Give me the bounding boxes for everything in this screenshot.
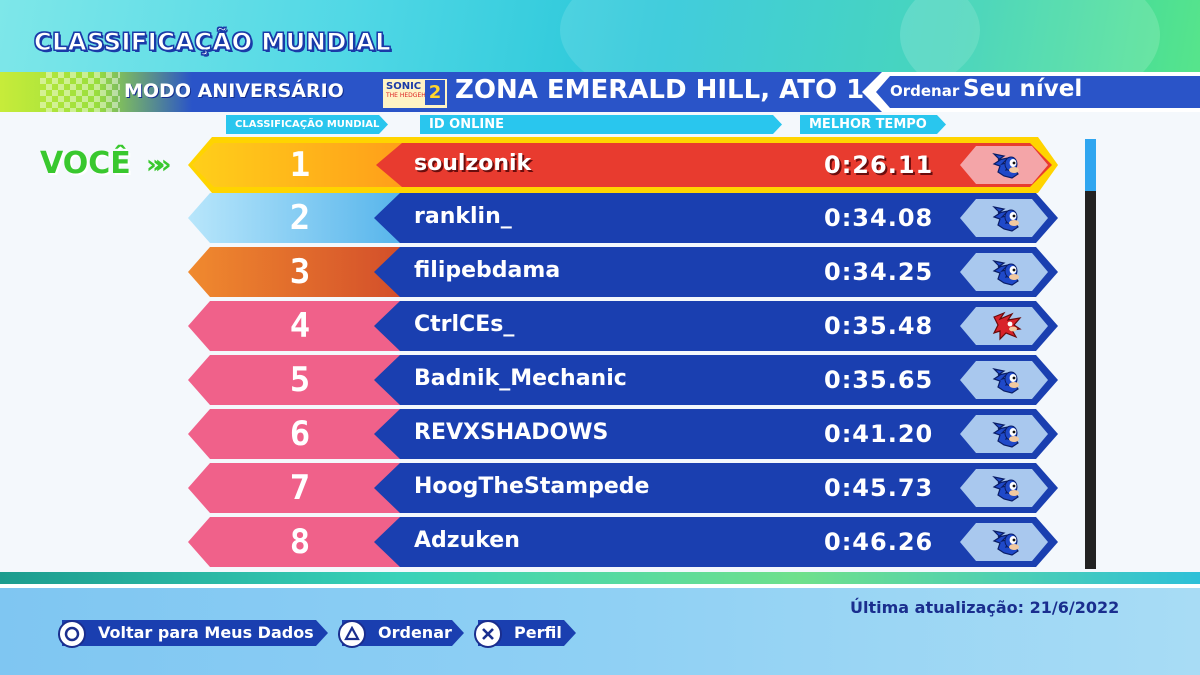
sort-selector[interactable] [862, 72, 1200, 112]
name-cell [374, 409, 1058, 459]
name-cell [374, 517, 1058, 567]
rank-number: 4 [289, 306, 311, 346]
best-time: 0:46.26 [824, 528, 934, 556]
leaderboard-row[interactable]: 1 soulzonik 0:26.11 [188, 140, 1058, 190]
column-header-best-time: MELHOR TEMPO [800, 115, 946, 134]
player-name: Badnik_Mechanic [414, 366, 627, 391]
page-title: CLASSIFICAÇÃO MUNDIAL [33, 28, 392, 57]
character-slot [960, 523, 1048, 561]
name-cell [374, 301, 1058, 351]
character-slot [960, 469, 1048, 507]
leaderboard-row[interactable]: 4 CtrlCEs_ 0:35.48 [188, 301, 1058, 351]
sonic-icon [990, 471, 1024, 505]
sonic-2-logo: SONIC THE HEDGEHOG 2 [381, 77, 449, 110]
leaderboard-row[interactable]: 3 filipebdama 0:34.25 [188, 247, 1058, 297]
character-slot [960, 253, 1048, 291]
footer-stripe [0, 572, 1200, 584]
rank-number: 1 [289, 145, 311, 185]
player-name: REVXSHADOWS [414, 420, 609, 445]
column-header-rank: CLASSIFICAÇÃO MUNDIAL [226, 115, 388, 134]
best-time: 0:34.25 [824, 258, 934, 286]
checker-pattern [40, 72, 120, 112]
sonic-icon [990, 255, 1024, 289]
best-time: 0:35.65 [824, 366, 934, 394]
scrollbar-track[interactable] [1085, 139, 1096, 569]
name-cell [374, 193, 1058, 243]
sort-label: Ordenar [890, 82, 960, 100]
player-name: soulzonik [414, 151, 532, 176]
sonic-icon [990, 417, 1024, 451]
character-slot [960, 199, 1048, 237]
best-time: 0:34.08 [824, 204, 934, 232]
logo-line-2: THE HEDGEHOG [386, 92, 436, 99]
last-update-text: Última atualização: 21/6/2022 [850, 598, 1120, 617]
best-time: 0:41.20 [824, 420, 934, 448]
you-label: VOCÊ [40, 146, 131, 181]
player-name: Adzuken [414, 528, 520, 553]
player-name: CtrlCEs_ [414, 312, 515, 337]
leaderboard-row[interactable]: 8 Adzuken 0:46.26 [188, 517, 1058, 567]
control-label: Ordenar [378, 623, 452, 642]
player-name: filipebdama [414, 258, 561, 283]
control-label: Perfil [514, 623, 562, 642]
logo-number: 2 [425, 80, 445, 105]
best-time: 0:35.48 [824, 312, 934, 340]
best-time: 0:26.11 [824, 151, 934, 179]
circle-button-icon [58, 620, 86, 648]
leaderboard-row[interactable]: 5 Badnik_Mechanic 0:35.65 [188, 355, 1058, 405]
sonic-icon [990, 201, 1024, 235]
control-label: Voltar para Meus Dados [98, 623, 314, 642]
rank-number: 2 [289, 198, 311, 238]
logo-line-1: SONIC [386, 81, 422, 92]
best-time: 0:45.73 [824, 474, 934, 502]
rank-number: 7 [289, 468, 311, 508]
player-name: HoogTheStampede [414, 474, 650, 499]
cross-button-icon [474, 620, 502, 648]
scrollbar-thumb[interactable] [1085, 139, 1096, 191]
sonic-icon [990, 363, 1024, 397]
column-header-online-id: ID ONLINE [420, 115, 782, 134]
name-cell [376, 143, 1052, 187]
you-arrows-icon: »» [146, 150, 171, 180]
triangle-button-icon [338, 620, 366, 648]
rank-number: 3 [289, 252, 311, 292]
player-name: ranklin_ [414, 204, 512, 229]
knuckles-icon [990, 309, 1024, 343]
character-slot [960, 415, 1048, 453]
sonic-icon [990, 148, 1024, 182]
name-cell [374, 355, 1058, 405]
stage-name: ZONA EMERALD HILL, ATO 1 [455, 75, 865, 105]
rank-number: 6 [289, 414, 311, 454]
character-slot [960, 361, 1048, 399]
character-slot [960, 146, 1048, 184]
name-cell [374, 463, 1058, 513]
sort-value[interactable]: Seu nível [963, 76, 1083, 102]
rank-number: 8 [289, 522, 311, 562]
character-slot [960, 307, 1048, 345]
leaderboard-row[interactable]: 2 ranklin_ 0:34.08 [188, 193, 1058, 243]
rank-number: 5 [289, 360, 311, 400]
name-cell [374, 247, 1058, 297]
mode-label: MODO ANIVERSÁRIO [124, 80, 344, 102]
leaderboard-row[interactable]: 7 HoogTheStampede 0:45.73 [188, 463, 1058, 513]
back-to-my-data-button[interactable]: Voltar para Meus Dados [62, 620, 328, 646]
leaderboard-row[interactable]: 6 REVXSHADOWS 0:41.20 [188, 409, 1058, 459]
sonic-icon [990, 525, 1024, 559]
